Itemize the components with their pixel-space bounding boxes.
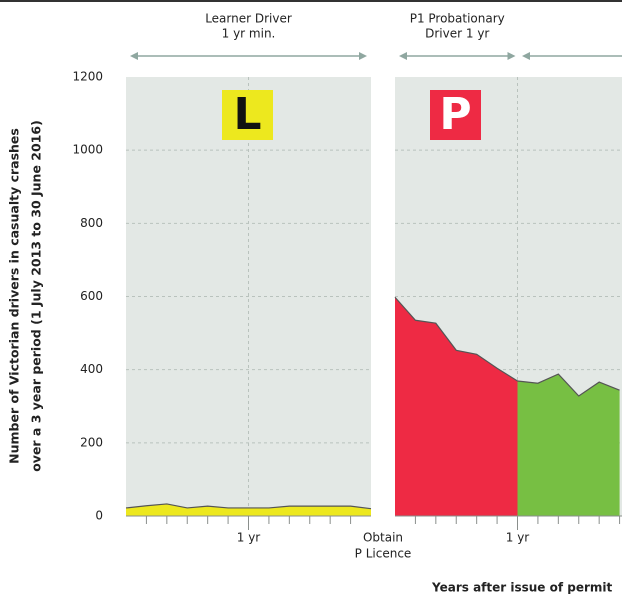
y-tick-label: 1200 xyxy=(72,70,103,84)
y-tick-label: 400 xyxy=(80,362,103,376)
stage-label: Learner Driver xyxy=(205,12,292,26)
x-tick-label: 1 yr xyxy=(237,531,261,545)
stage-label: Driver 1 yr xyxy=(425,27,489,41)
y-tick-label: 200 xyxy=(80,435,103,449)
area-outline xyxy=(517,373,620,397)
arrow-head xyxy=(359,52,367,60)
badge xyxy=(430,90,481,140)
arrow-head xyxy=(522,52,530,60)
divider-label: Obtain xyxy=(363,531,403,545)
y-axis-title: over a 3 year period (1 July 2013 to 30 … xyxy=(29,120,44,472)
badge xyxy=(222,90,273,140)
x-axis-title: Years after issue of permit xyxy=(431,581,613,595)
divider-label: P Licence xyxy=(355,547,412,561)
area xyxy=(126,503,371,516)
y-tick-label: 800 xyxy=(80,216,103,230)
y-tick-label: 600 xyxy=(80,289,103,303)
y-axis-title: Number of Victorian drivers in casualty … xyxy=(7,128,22,464)
x-tick-label: 1 yr xyxy=(506,531,530,545)
badge-letter: L xyxy=(233,89,261,140)
area xyxy=(517,374,620,516)
y-tick-label: 1000 xyxy=(72,143,103,157)
arrow-head xyxy=(507,52,516,60)
arrow-head xyxy=(130,52,138,60)
y-tick-label: 0 xyxy=(95,509,103,523)
stage-label: 1 yr min. xyxy=(222,27,276,41)
area-outline xyxy=(125,503,372,510)
top-rule xyxy=(0,0,622,2)
stage-label: P1 Probationary xyxy=(410,12,505,26)
area-outline xyxy=(394,296,518,382)
badge-letter: P xyxy=(439,89,471,140)
arrow-head xyxy=(399,52,407,60)
area xyxy=(395,297,518,516)
